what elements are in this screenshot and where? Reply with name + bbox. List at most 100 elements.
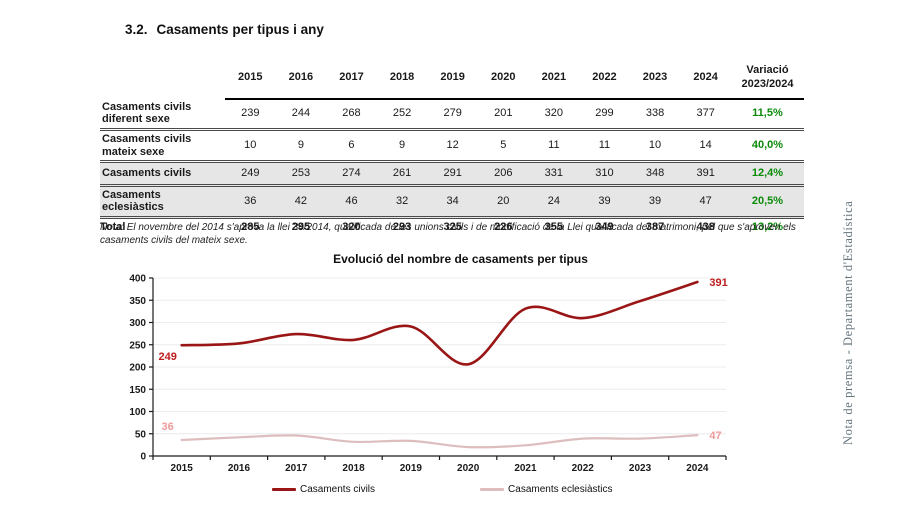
value-cell: 325 [427, 216, 478, 236]
value-cell: 295 [275, 216, 327, 236]
table-body: Casaments civils diferent sexe 239 244 268 2… [100, 99, 804, 236]
value-cell: 253 [275, 160, 327, 186]
x-tick-label: 2015 [171, 463, 194, 474]
y-tick-label: 350 [129, 296, 146, 307]
value-cell: 9 [275, 127, 327, 162]
variacio-header: Variació 2023/2024 [730, 58, 804, 100]
value-cell: 285 [225, 216, 276, 236]
value-cell: 338 [645, 107, 665, 120]
year-header: 2021 [528, 58, 580, 100]
table-footnote: Nota: El novembre del 2014 s'aprova la l… [100, 221, 814, 247]
series-casaments-civils [180, 280, 699, 366]
table-row: Casaments eclesiàstics 36 42 46 32 34 20 24 39 39… [100, 183, 804, 218]
x-tick-label: 2022 [572, 463, 595, 474]
x-tick-label: 2020 [457, 463, 480, 474]
value-cell: 9 [376, 127, 428, 162]
value-cell: 34 [427, 183, 478, 218]
casaments-chart: Evolució del nombre de casaments per tip… [113, 252, 753, 495]
year-header: 2022 [579, 58, 630, 100]
legend-item: Casaments eclesiàstics [480, 484, 613, 495]
year-header: 2023 [629, 58, 681, 100]
series-casaments-eclesiàstics [180, 434, 699, 449]
year-header: 2015 [225, 58, 276, 100]
variacio-cell: 13,2% [730, 216, 804, 236]
value-cell: 14 [680, 127, 731, 162]
sidebar-vertical-text: Nota de premsa - Departament d'Estadísti… [841, 200, 855, 446]
value-cell: 349 [579, 216, 630, 236]
value-cell: 249 [225, 160, 276, 186]
value-cell: 5 [477, 127, 529, 162]
value-cell: 331 [528, 160, 580, 186]
value-cell: 11 [579, 127, 630, 162]
value-cell: 201 [494, 107, 513, 120]
table-row: Casaments civils diferent sexe 239 244 268 2… [100, 99, 804, 130]
value-cell: 36 [225, 183, 276, 218]
section-title: Casaments per tipus i any [156, 22, 324, 37]
value-cell: 348 [629, 160, 681, 186]
value-cell: 293 [376, 216, 428, 236]
table-header-row: 2015 2016 2017 2018 2019 2020 2021 2022 2023 2024… [100, 58, 804, 100]
value-cell: 206 [477, 160, 529, 186]
row-label-header [100, 58, 225, 99]
variacio-cell: 11,5% [752, 107, 783, 120]
value-cell: 268 [342, 107, 361, 120]
value-cell: 320 [326, 216, 377, 236]
value-cell: 10 [225, 127, 276, 162]
row-label: Casaments civils diferent sexe [102, 100, 192, 126]
last-point-label: 47 [709, 430, 721, 442]
y-tick-label: 200 [129, 363, 146, 374]
chart-plot-area: 0 50 100 150 200 250 300 350 400 2015 2016 2017 2018… [129, 274, 727, 475]
table-row: Total 285 295 320 293 325 226 355 349 387 438 13,2% [100, 216, 804, 236]
table-head: 2015 2016 2017 2018 2019 2020 2021 2022 2023 2024… [100, 58, 804, 100]
y-tick-label: 50 [135, 429, 147, 440]
value-cell: 299 [595, 107, 614, 120]
x-tick-label: 2016 [228, 463, 251, 474]
variacio-cell: 20,5% [730, 183, 804, 218]
legend-line-swatch [272, 488, 296, 491]
value-cell: 42 [275, 183, 327, 218]
chart-legend: Casaments civils Casaments eclesiàstics [272, 484, 753, 495]
x-tick-label: 2018 [342, 463, 365, 474]
legend-item: Casaments civils [272, 484, 375, 495]
value-cell: 10 [629, 127, 681, 162]
footnote-label: Nota: [100, 222, 124, 233]
year-header: 2019 [427, 58, 478, 100]
y-tick-label: 100 [129, 407, 146, 418]
legend-label: Casaments eclesiàstics [508, 484, 613, 495]
row-label: Casaments civils [100, 160, 225, 186]
value-cell: 226 [477, 216, 529, 236]
x-tick-label: 2021 [514, 463, 537, 474]
footnote-text: El novembre del 2014 s'aprova la llei 34… [100, 222, 796, 247]
value-cell: 274 [326, 160, 377, 186]
value-cell: 47 [680, 183, 731, 218]
y-tick-label: 250 [129, 340, 146, 351]
last-point-label: 391 [709, 277, 727, 289]
year-header: 2024 [680, 58, 731, 100]
y-tick-label: 400 [129, 274, 146, 285]
value-cell: 261 [376, 160, 428, 186]
value-cell: 24 [528, 183, 580, 218]
chart-title: Evolució del nombre de casaments per tip… [333, 252, 588, 266]
value-cell: 39 [579, 183, 630, 218]
y-tick-label: 0 [140, 452, 146, 463]
y-tick-label: 300 [129, 318, 146, 329]
year-header: 2018 [376, 58, 428, 100]
value-cell: 438 [680, 216, 731, 236]
row-label: Casaments eclesiàstics [100, 183, 225, 218]
value-cell: 32 [376, 183, 428, 218]
x-tick-label: 2017 [285, 463, 308, 474]
value-cell: 391 [680, 160, 731, 186]
value-cell: 291 [427, 160, 478, 186]
value-cell: 244 [291, 107, 311, 120]
table-row: Casaments civils 249 253 274 261 291 206 331 310… [100, 160, 804, 186]
table-row: Casaments civils mateix sexe 10 9 6 9 12 5 11 11… [100, 127, 804, 162]
row-label: Casaments civils mateix sexe [100, 127, 225, 162]
value-cell: 387 [629, 216, 681, 236]
value-cell: 355 [528, 216, 580, 236]
value-cell: 12 [427, 127, 478, 162]
row-label: Total [100, 216, 225, 236]
x-tick-label: 2024 [686, 463, 709, 474]
year-header: 2016 [275, 58, 327, 100]
value-cell: 252 [392, 107, 412, 120]
value-cell: 310 [579, 160, 630, 186]
